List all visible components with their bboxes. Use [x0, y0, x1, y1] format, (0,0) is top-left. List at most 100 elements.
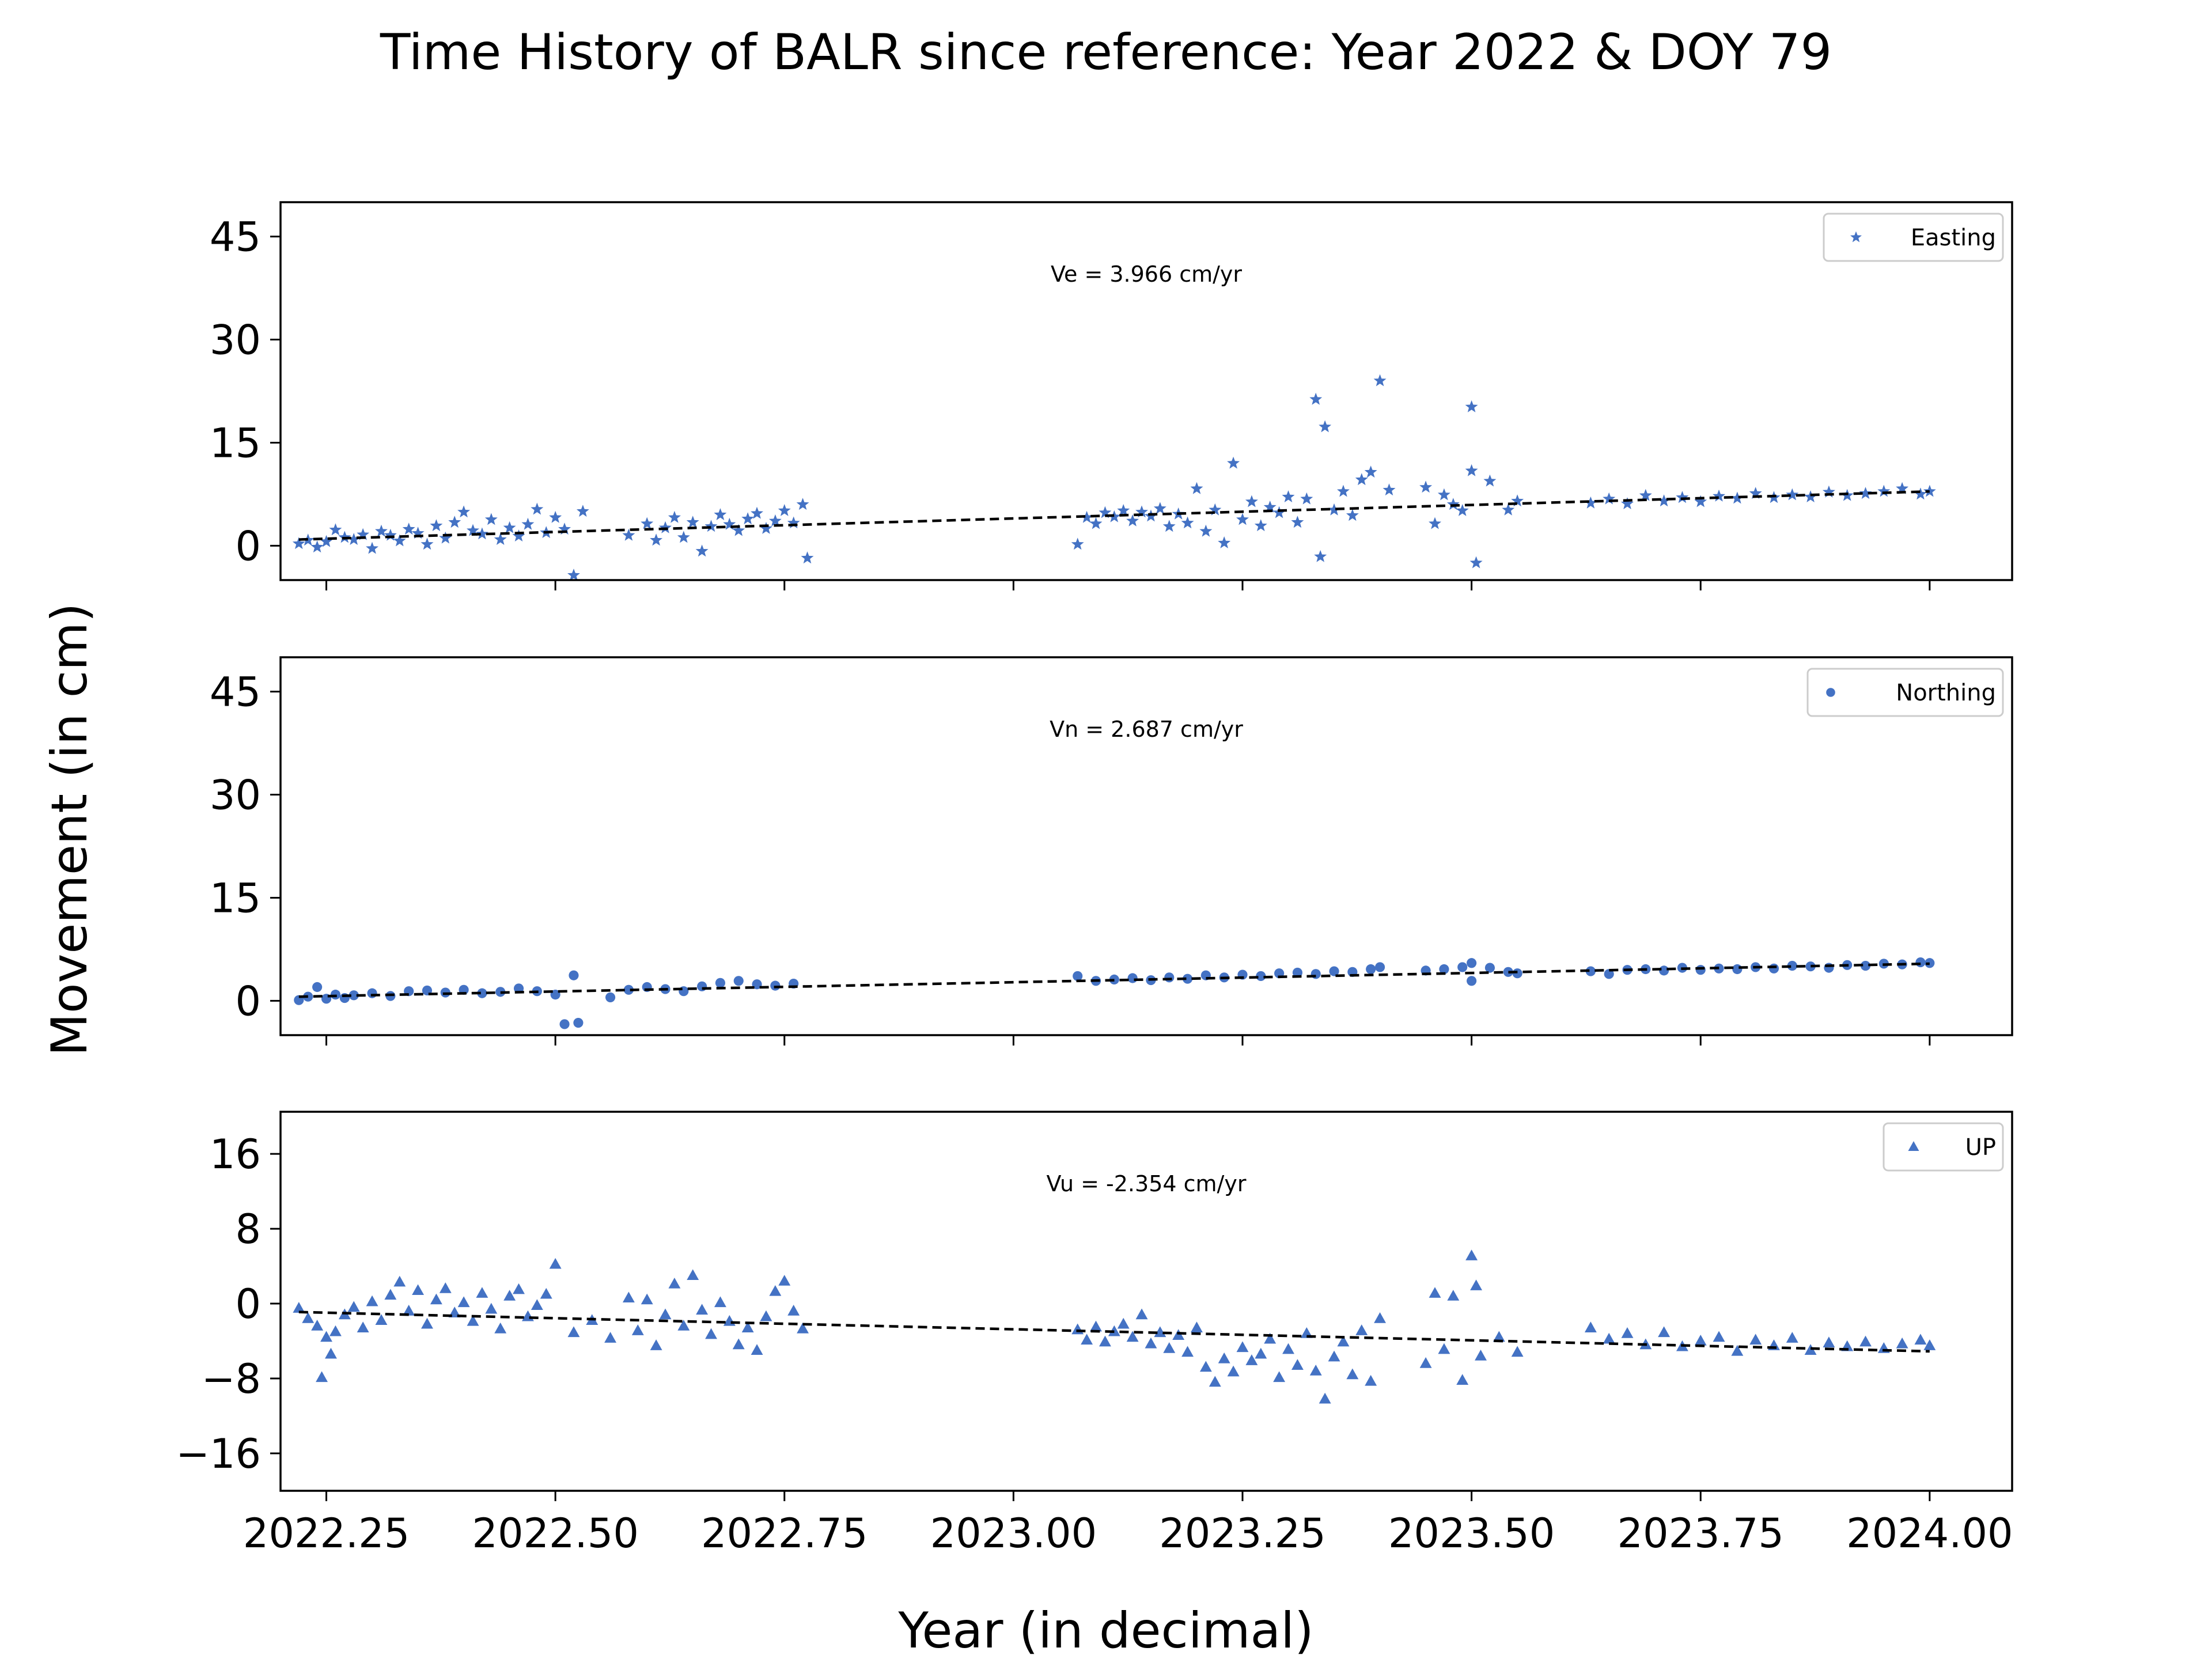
y-tick-label: 0 — [235, 522, 261, 570]
data-point — [567, 1326, 580, 1338]
data-point — [1346, 509, 1359, 521]
data-point — [696, 1304, 709, 1315]
data-point — [540, 1287, 552, 1299]
y-tick-label: 15 — [210, 419, 261, 467]
data-point — [1749, 1334, 1762, 1345]
data-point — [494, 533, 507, 545]
data-point — [641, 1293, 653, 1305]
data-point — [1603, 1332, 1615, 1344]
data-point — [329, 1325, 342, 1336]
x-tick-label: 2023.50 — [1388, 1510, 1555, 1557]
data-point — [1190, 482, 1203, 494]
data-point — [1117, 504, 1130, 516]
data-point — [704, 520, 718, 532]
data-point — [1337, 484, 1350, 497]
data-point — [1502, 503, 1515, 516]
data-point — [1090, 1320, 1102, 1332]
data-point — [412, 1284, 425, 1296]
data-point — [1419, 480, 1433, 493]
data-point — [1730, 491, 1744, 504]
data-point — [1355, 473, 1368, 486]
data-point — [605, 992, 616, 1002]
data-point — [1209, 1376, 1221, 1387]
data-point — [1236, 1341, 1249, 1353]
data-point — [403, 1305, 415, 1316]
data-point — [1319, 420, 1332, 433]
velocity-annotation: Vu = -2.354 cm/yr — [1047, 1171, 1247, 1196]
data-point — [787, 1305, 800, 1316]
data-point — [1469, 556, 1483, 569]
data-point — [1419, 1357, 1432, 1368]
data-point — [769, 1285, 782, 1296]
y-tick-label: 8 — [235, 1206, 261, 1253]
data-point — [1925, 958, 1935, 968]
data-point — [1245, 495, 1258, 507]
data-point — [484, 513, 498, 525]
data-point — [1263, 501, 1277, 513]
data-point — [1914, 487, 1927, 500]
data-point — [1439, 964, 1449, 975]
y-tick-label: −8 — [202, 1355, 261, 1403]
data-point — [503, 521, 516, 533]
data-point — [1475, 1350, 1487, 1361]
x-tick-label: 2022.50 — [472, 1510, 638, 1557]
data-point — [1309, 1365, 1322, 1376]
legend-marker — [1908, 1141, 1919, 1151]
data-point — [1768, 963, 1779, 974]
data-point — [1256, 971, 1266, 982]
data-point — [641, 517, 654, 529]
data-point — [384, 1289, 397, 1300]
data-point — [316, 1371, 328, 1382]
data-point — [650, 1339, 662, 1350]
data-point — [714, 1296, 726, 1308]
data-point — [1493, 1331, 1505, 1342]
data-point — [1164, 972, 1175, 983]
data-point — [1511, 494, 1524, 507]
trend-line — [298, 490, 1930, 541]
data-point — [697, 981, 707, 991]
trend-line — [298, 962, 1930, 998]
data-point — [310, 540, 324, 553]
y-tick-label: 0 — [235, 1281, 261, 1328]
data-point — [1621, 1327, 1634, 1338]
data-point — [1429, 517, 1441, 529]
legend-box — [1883, 1122, 2004, 1172]
data-point — [573, 1017, 584, 1028]
data-point — [1291, 1359, 1304, 1370]
data-point — [1447, 1290, 1460, 1301]
data-point — [467, 524, 479, 536]
data-point — [1292, 967, 1303, 978]
data-point — [668, 1277, 681, 1289]
data-point — [1099, 506, 1112, 518]
legend-box — [1806, 668, 2004, 717]
data-point — [467, 1315, 479, 1326]
data-point — [1676, 491, 1689, 503]
data-point — [1713, 1331, 1725, 1342]
data-point — [801, 551, 814, 564]
data-point — [1218, 536, 1231, 548]
data-point — [402, 522, 415, 535]
data-point — [375, 524, 388, 537]
data-point — [357, 1321, 369, 1333]
data-point — [1621, 497, 1634, 509]
data-point — [1694, 495, 1707, 507]
data-point — [329, 523, 342, 536]
legend-marker — [1826, 688, 1835, 697]
data-point — [668, 510, 681, 523]
x-tick-label: 2024.00 — [1846, 1510, 2013, 1557]
data-point — [448, 516, 461, 528]
x-tick-label: 2023.75 — [1618, 1510, 1784, 1557]
data-point — [512, 529, 525, 541]
y-tick-label: 0 — [235, 978, 261, 1025]
data-point — [1437, 488, 1450, 501]
data-point — [1089, 517, 1103, 529]
data-point — [1329, 966, 1339, 976]
data-point — [1073, 971, 1083, 982]
data-point — [430, 519, 443, 532]
data-point — [357, 528, 370, 540]
data-point — [1896, 482, 1909, 494]
figure-ylabel: Movement (in cm) — [41, 603, 99, 1056]
y-tick-label: 30 — [210, 317, 261, 364]
data-point — [1328, 1350, 1340, 1362]
